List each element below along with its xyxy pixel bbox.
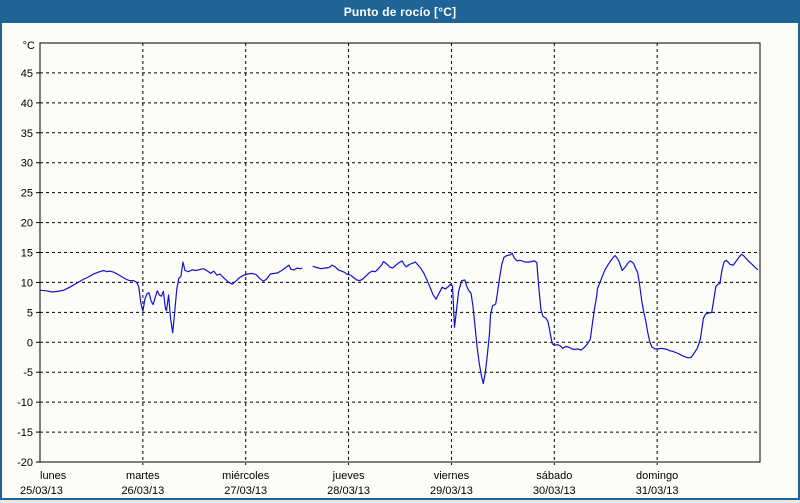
chart-area: 45 40 35 30 25 20 15 10 5 0 -5 -10 -15 -20 °C lunes 25/0… <box>2 23 798 498</box>
day-date-label: 25/03/13 <box>20 485 63 497</box>
day-name-label: domingo <box>636 470 678 482</box>
y-tick-label: 20 <box>21 218 33 230</box>
day-date-label: 31/03/13 <box>636 485 679 497</box>
day-name-label: jueves <box>332 470 365 482</box>
day-name-label: miércoles <box>222 470 270 482</box>
day-date-label: 29/03/13 <box>430 485 473 497</box>
y-tick-label: -15 <box>17 427 33 439</box>
day-date-label: 28/03/13 <box>327 485 370 497</box>
day-labels: lunes 25/03/13 martes 26/03/13 miércoles 27/0… <box>20 470 679 497</box>
y-tick-label: 40 <box>21 98 33 110</box>
y-gridlines <box>40 72 760 433</box>
y-tick-label: -10 <box>17 397 33 409</box>
dew-point-chart: 45 40 35 30 25 20 15 10 5 0 -5 -10 -15 -20 °C lunes 25/0… <box>17 40 761 497</box>
day-name-label: lunes <box>40 470 67 482</box>
day-date-label: 26/03/13 <box>121 485 164 497</box>
y-tick-label: 5 <box>27 307 33 319</box>
y-tick-label: 10 <box>21 277 33 289</box>
y-tick-label: 0 <box>27 337 33 349</box>
day-name-label: martes <box>126 470 160 482</box>
y-tick-label: -20 <box>17 457 33 469</box>
y-tick-label: 25 <box>21 188 33 200</box>
day-name-label: viernes <box>434 470 470 482</box>
y-axis-unit-label: °C <box>23 40 35 52</box>
y-tick-label: 30 <box>21 158 33 170</box>
y-tick-labels: 45 40 35 30 25 20 15 10 5 0 -5 -10 -15 -20 <box>17 68 40 469</box>
y-tick-label: -5 <box>23 367 33 379</box>
day-date-label: 27/03/13 <box>224 485 267 497</box>
y-tick-label: 35 <box>21 128 33 140</box>
y-tick-label: 15 <box>21 248 33 260</box>
dew-point-line <box>39 252 759 385</box>
day-name-label: sábado <box>536 470 572 482</box>
day-date-label: 30/03/13 <box>533 485 576 497</box>
y-tick-label: 45 <box>21 68 33 80</box>
chart-title: Punto de rocío [°C] <box>343 5 457 19</box>
x-gridlines <box>142 43 658 465</box>
chart-title-bar: Punto de rocío [°C] <box>2 2 798 23</box>
